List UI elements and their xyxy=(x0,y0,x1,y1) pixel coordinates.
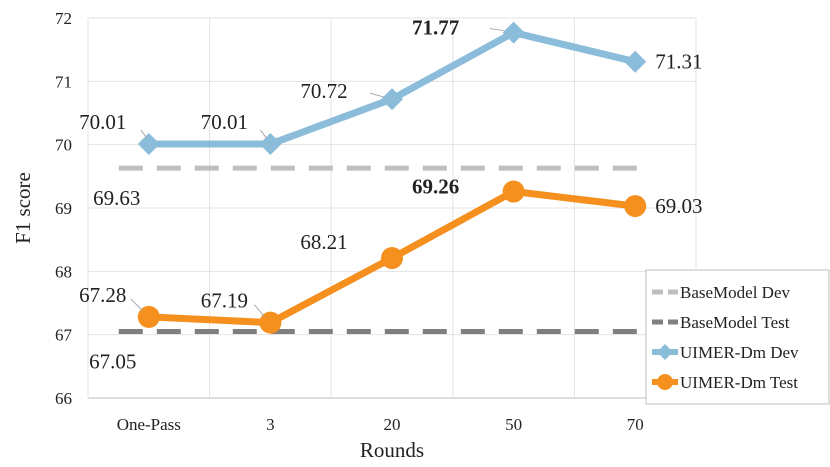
y-tick-label: 67 xyxy=(55,326,73,345)
label-leader-line xyxy=(489,28,504,32)
point-uimer-dm-test xyxy=(137,305,160,328)
data-label-uimer-dm-test: 69.26 xyxy=(412,175,459,199)
legend-label-basemodel-dev: BaseModel Dev xyxy=(680,283,791,302)
data-label-uimer-dm-dev: 70.72 xyxy=(300,79,347,103)
y-tick-label: 68 xyxy=(55,262,72,281)
x-tick-label: 70 xyxy=(627,415,644,434)
y-tick-label: 66 xyxy=(55,389,72,408)
x-axis-title: Rounds xyxy=(360,438,424,462)
y-axis-title: F1 score xyxy=(11,172,35,244)
x-tick-label: One-Pass xyxy=(117,415,181,434)
data-label-uimer-dm-test: 69.03 xyxy=(655,194,702,218)
label-leader-line xyxy=(369,92,385,98)
data-labels: 69.63 67.05 70.01 70.01 70.72 71.77 71.31 67.28… xyxy=(79,16,702,374)
x-tick-label: 3 xyxy=(266,415,275,434)
x-axis-ticks: One-Pass 3 20 50 70 xyxy=(117,415,644,434)
point-uimer-dm-dev xyxy=(502,21,525,44)
legend-label-uimer-dm-test: UIMER-Dm Test xyxy=(680,373,798,392)
y-tick-label: 72 xyxy=(55,9,72,28)
data-label-uimer-dm-dev: 71.31 xyxy=(655,50,702,74)
x-tick-label: 20 xyxy=(384,415,401,434)
data-label-uimer-dm-test: 68.21 xyxy=(300,230,347,254)
y-tick-label: 69 xyxy=(55,199,72,218)
point-uimer-dm-dev xyxy=(137,133,160,156)
label-leader-line xyxy=(254,304,265,317)
label-leader-line xyxy=(140,129,148,139)
point-uimer-dm-dev xyxy=(624,50,647,73)
series-layer xyxy=(118,21,647,334)
data-label-uimer-dm-dev: 71.77 xyxy=(412,16,459,40)
point-uimer-dm-dev xyxy=(381,88,403,111)
data-label-uimer-dm-test: 67.19 xyxy=(201,289,248,313)
label-leader-line xyxy=(130,298,144,312)
y-tick-label: 70 xyxy=(55,136,72,155)
label-leader-line xyxy=(259,129,267,139)
legend-label-uimer-dm-dev: UIMER-Dm Dev xyxy=(680,343,799,362)
point-uimer-dm-test xyxy=(502,180,525,203)
point-uimer-dm-test xyxy=(624,195,647,218)
y-tick-label: 71 xyxy=(55,72,72,91)
point-uimer-dm-dev xyxy=(259,133,282,156)
data-label-uimer-dm-dev: 70.01 xyxy=(79,110,126,134)
data-label-uimer-dm-test: 67.28 xyxy=(79,283,126,307)
legend: BaseModel Dev BaseModel Test UIMER-Dm Dev U… xyxy=(645,269,830,405)
x-tick-label: 50 xyxy=(505,415,522,434)
legend-marker-uimer-dm-dev xyxy=(657,344,673,360)
legend-label-basemodel-test: BaseModel Test xyxy=(680,313,790,332)
grid-lines xyxy=(87,17,697,399)
point-uimer-dm-test xyxy=(381,247,403,270)
data-label-uimer-dm-dev: 70.01 xyxy=(201,110,248,134)
point-uimer-dm-test xyxy=(259,311,282,334)
legend-marker-uimer-dm-test xyxy=(657,374,673,390)
data-label-basemodel-test: 67.05 xyxy=(89,350,136,374)
y-axis-ticks: 66 67 68 69 70 71 72 xyxy=(55,9,73,408)
data-label-basemodel-dev: 69.63 xyxy=(93,186,140,210)
